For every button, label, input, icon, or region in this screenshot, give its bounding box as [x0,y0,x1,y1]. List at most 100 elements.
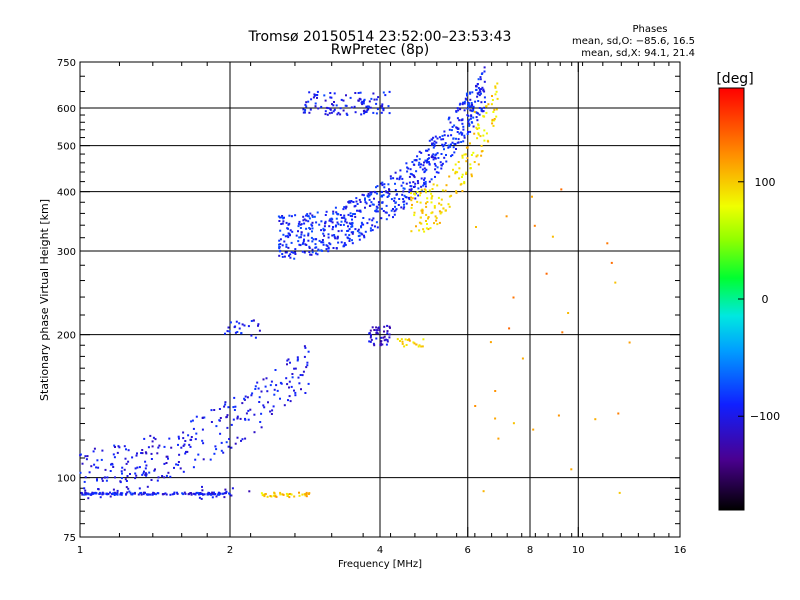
echo-point [254,336,257,339]
echo-point [175,463,178,466]
echo-point [307,239,310,242]
echo-point [419,166,422,169]
echo-point [218,408,221,410]
echo-point [266,495,269,498]
echo-point [332,104,335,107]
echo-point [457,109,460,112]
echo-point [388,90,391,93]
echo-point [96,459,99,462]
echo-point [243,324,246,327]
echo-point [324,99,327,102]
echo-point [457,161,460,163]
echo-point [367,192,370,195]
echo-point [462,140,465,143]
echo-point [169,493,172,496]
echo-point [459,131,462,134]
echo-point [308,91,311,94]
echo-point [413,174,415,177]
echo-point [109,491,111,494]
echo-point [346,114,349,116]
echo-point [403,206,406,209]
echo-point [472,116,475,119]
echo-point [285,221,288,224]
echo-point [178,453,181,456]
echo-point [144,451,147,454]
echo-point [412,181,415,184]
echo-point [444,209,447,212]
echo-point [466,114,469,117]
echo-point [355,200,358,203]
echo-point [381,343,384,346]
echo-point [344,218,347,221]
echo-point [210,421,213,423]
echo-point [364,206,366,209]
echo-point [375,186,377,189]
echo-point [480,73,483,75]
echo-point [468,124,471,127]
echo-point [194,493,197,496]
echo-point [182,444,185,447]
echo-point [471,104,474,106]
echo-point [451,125,454,128]
echo-point [125,462,128,465]
echo-point [101,479,104,482]
echo-point [368,218,371,221]
echo-point [366,222,369,225]
echo-point [303,238,305,241]
echo-point [322,227,325,230]
echo-point [339,107,342,110]
echo-point [385,211,388,214]
x-tick-label: 10 [572,545,585,556]
echo-point [385,338,388,341]
x-tick-labels: 1 2 4 6 8 10 16 [77,545,687,556]
echo-point [416,200,419,203]
echo-point [336,235,339,238]
echo-point [479,135,482,138]
echo-point [461,154,464,157]
echo-point [284,235,287,238]
echo-point [167,457,169,460]
echo-point [139,492,142,495]
echo-point [109,470,112,472]
echo-point [248,490,251,493]
echo-point [297,230,299,233]
echo-point [362,110,365,112]
echo-point [394,189,397,191]
echo-point [465,160,468,163]
echo-point [386,332,389,335]
echo-point [427,148,430,151]
echo-point [458,103,461,106]
echo-point [168,437,171,440]
echo-point [236,436,239,439]
echo-point [226,330,229,333]
echo-point [359,201,362,203]
echo-point [278,243,280,246]
echo-point [190,438,193,441]
echo-point [477,163,480,166]
echo-point [477,133,480,136]
echo-point [408,198,411,201]
echo-point [273,388,276,391]
echo-point [113,456,116,459]
echo-point [321,241,323,244]
echo-point [95,466,98,469]
echo-point [323,94,326,97]
echo-point [113,494,116,496]
y-tick-label: 300 [57,247,76,258]
y-axis-label: Stationary phase Virtual Height [km] [38,199,51,401]
echo-point [383,183,386,186]
echo-point [469,130,472,133]
echo-point [394,205,396,208]
echo-point [347,213,350,216]
x-tick-label: 4 [377,545,383,556]
echo-point [443,156,446,159]
echo-point [186,450,189,453]
echo-point [303,234,306,237]
echo-point [370,338,373,341]
echo-point [273,393,276,396]
echo-point [294,214,297,217]
echo-point [468,123,471,126]
echo-point [409,168,412,171]
echo-point [288,493,291,495]
echo-point [116,491,119,494]
